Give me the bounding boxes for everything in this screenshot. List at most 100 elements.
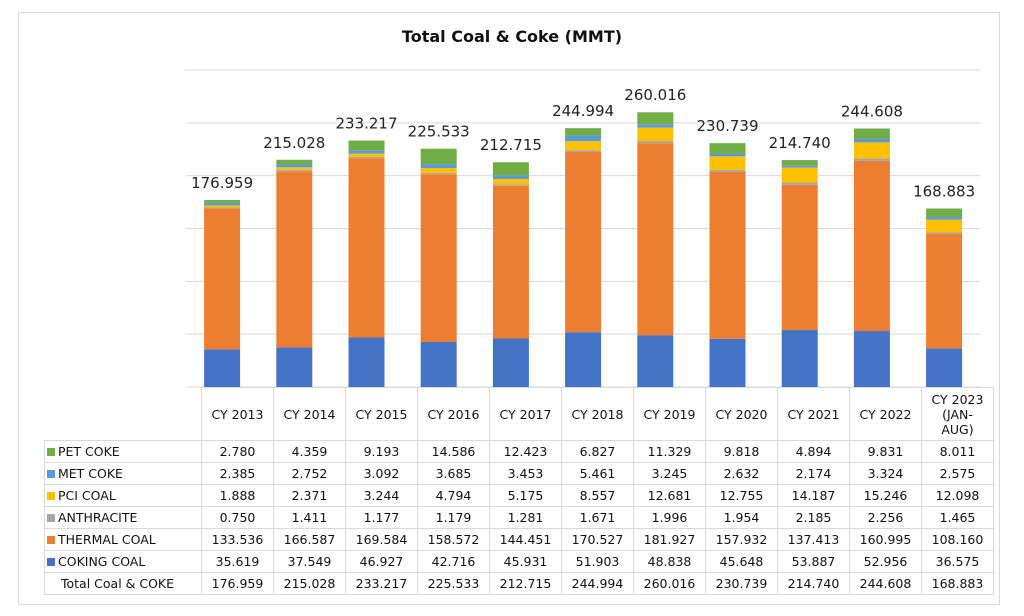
bar-segment-coking-coal xyxy=(709,338,746,387)
table-cell: 133.536 xyxy=(201,528,274,551)
table-cell: 2.174 xyxy=(777,462,850,485)
table-cell: 1.177 xyxy=(345,506,418,529)
legend-swatch xyxy=(47,536,55,544)
table-cell: 3.324 xyxy=(849,462,922,485)
bar-segment-coking-coal xyxy=(492,338,529,387)
bar-segment-pci-coal xyxy=(204,205,241,208)
table-cell: 3.685 xyxy=(417,462,490,485)
bar-segment-thermal-coal xyxy=(276,171,313,348)
legend-label: COKING COAL xyxy=(58,554,146,569)
total-label: 244.608 xyxy=(841,103,903,121)
table-cell: 15.246 xyxy=(849,484,922,507)
legend-entry: MET COKE xyxy=(44,462,202,485)
table-cell-total: 168.883 xyxy=(921,572,994,595)
bar-segment-pci-coal xyxy=(420,167,457,174)
table-cell: 1.954 xyxy=(705,506,778,529)
table-row: PCI COAL 1.888 2.371 3.244 4.794 5.175 8.557 12… xyxy=(44,484,994,507)
table-cell: 2.575 xyxy=(921,462,994,485)
table-cell: 4.794 xyxy=(417,484,490,507)
bar-segment-coking-coal xyxy=(853,331,890,387)
table-row: COKING COAL 35.619 37.549 46.927 42.716 45.93… xyxy=(44,550,994,573)
total-label: 215.028 xyxy=(263,134,325,152)
bar-segment-thermal-coal xyxy=(348,158,385,338)
table-cell: 6.827 xyxy=(561,440,634,463)
table-cell: 4.359 xyxy=(273,440,346,463)
table-cell: 52.956 xyxy=(849,550,922,573)
table-cell: 48.838 xyxy=(633,550,706,573)
bar-segment-met-coke xyxy=(637,124,674,128)
total-label: 214.740 xyxy=(769,134,831,152)
bar-segment-pci-coal xyxy=(276,167,313,170)
total-label: 230.739 xyxy=(696,117,758,135)
total-label: 176.959 xyxy=(191,174,253,192)
bar-segment-thermal-coal xyxy=(565,151,602,333)
table-cell: 170.527 xyxy=(561,528,634,551)
bar-segment-coking-coal xyxy=(637,335,674,387)
table-cell-total: 260.016 xyxy=(633,572,706,595)
legend-label: ANTHRACITE xyxy=(58,510,138,525)
legend-swatch xyxy=(47,514,55,522)
table-cell: 2.185 xyxy=(777,506,850,529)
bar-segment-anthracite xyxy=(926,232,963,235)
bar-segment-anthracite xyxy=(276,169,313,172)
bar-segment-thermal-coal xyxy=(709,171,746,339)
total-row-label: Total Coal & COKE xyxy=(44,572,202,595)
table-cell: 12.755 xyxy=(705,484,778,507)
category-label: CY 2021 xyxy=(777,387,850,441)
table-cell: 5.175 xyxy=(489,484,562,507)
bar-segment-pet-coke xyxy=(276,159,313,165)
table-cell-total: 244.994 xyxy=(561,572,634,595)
table-cell: 2.371 xyxy=(273,484,346,507)
legend-entry: ANTHRACITE xyxy=(44,506,202,529)
bar-segment-pet-coke xyxy=(348,140,385,151)
bar-segment-pet-coke xyxy=(637,112,674,125)
legend-swatch xyxy=(47,558,55,566)
bar-segment-anthracite xyxy=(348,156,385,159)
table-cell: 1.671 xyxy=(561,506,634,529)
bar-segment-pci-coal xyxy=(565,141,602,151)
bar-segment-met-coke xyxy=(781,165,818,168)
category-label: CY 2020 xyxy=(705,387,778,441)
table-cell: 36.575 xyxy=(921,550,994,573)
category-label: CY 2017 xyxy=(489,387,562,441)
table-cell: 1.465 xyxy=(921,506,994,529)
table-cell: 108.160 xyxy=(921,528,994,551)
table-cell: 4.894 xyxy=(777,440,850,463)
bar-segment-pet-coke xyxy=(926,208,963,218)
bar-segment-pet-coke xyxy=(709,143,746,154)
table-cell: 42.716 xyxy=(417,550,490,573)
bar-segment-met-coke xyxy=(709,153,746,157)
chart-title: Total Coal & Coke (MMT) xyxy=(401,27,623,46)
bar-segment-anthracite xyxy=(492,184,529,186)
legend-label: PCI COAL xyxy=(58,488,116,503)
table-cell: 181.927 xyxy=(633,528,706,551)
legend-swatch xyxy=(47,470,55,478)
table-cell-total: 214.740 xyxy=(777,572,850,595)
table-cell: 3.245 xyxy=(633,462,706,485)
table-corner xyxy=(44,387,202,441)
table-cell: 144.451 xyxy=(489,528,562,551)
bar-segment-pci-coal xyxy=(709,156,746,170)
bar-segment-pet-coke xyxy=(781,160,818,166)
table-cell: 166.587 xyxy=(273,528,346,551)
legend-label: PET COKE xyxy=(58,444,120,459)
category-label: CY 2013 xyxy=(201,387,274,441)
table-cell-total: 215.028 xyxy=(273,572,346,595)
bar-segment-pet-coke xyxy=(492,162,529,176)
category-label: CY 2023 (JAN- AUG) xyxy=(921,387,994,441)
bar-segment-pci-coal xyxy=(348,153,385,157)
category-label: CY 2015 xyxy=(345,387,418,441)
bar-segment-pci-coal xyxy=(926,219,963,233)
table-cell: 158.572 xyxy=(417,528,490,551)
table-cell: 9.831 xyxy=(849,440,922,463)
total-label: 168.883 xyxy=(913,183,975,201)
legend-label: MET COKE xyxy=(58,466,123,481)
table-cell-total: 230.739 xyxy=(705,572,778,595)
table-cell: 1.888 xyxy=(201,484,274,507)
table-row: ANTHRACITE 0.750 1.411 1.177 1.179 1.281 1.671… xyxy=(44,506,994,529)
bar-segment-met-coke xyxy=(853,138,890,143)
table-cell: 51.903 xyxy=(561,550,634,573)
table-cell: 14.187 xyxy=(777,484,850,507)
table-cell: 1.179 xyxy=(417,506,490,529)
